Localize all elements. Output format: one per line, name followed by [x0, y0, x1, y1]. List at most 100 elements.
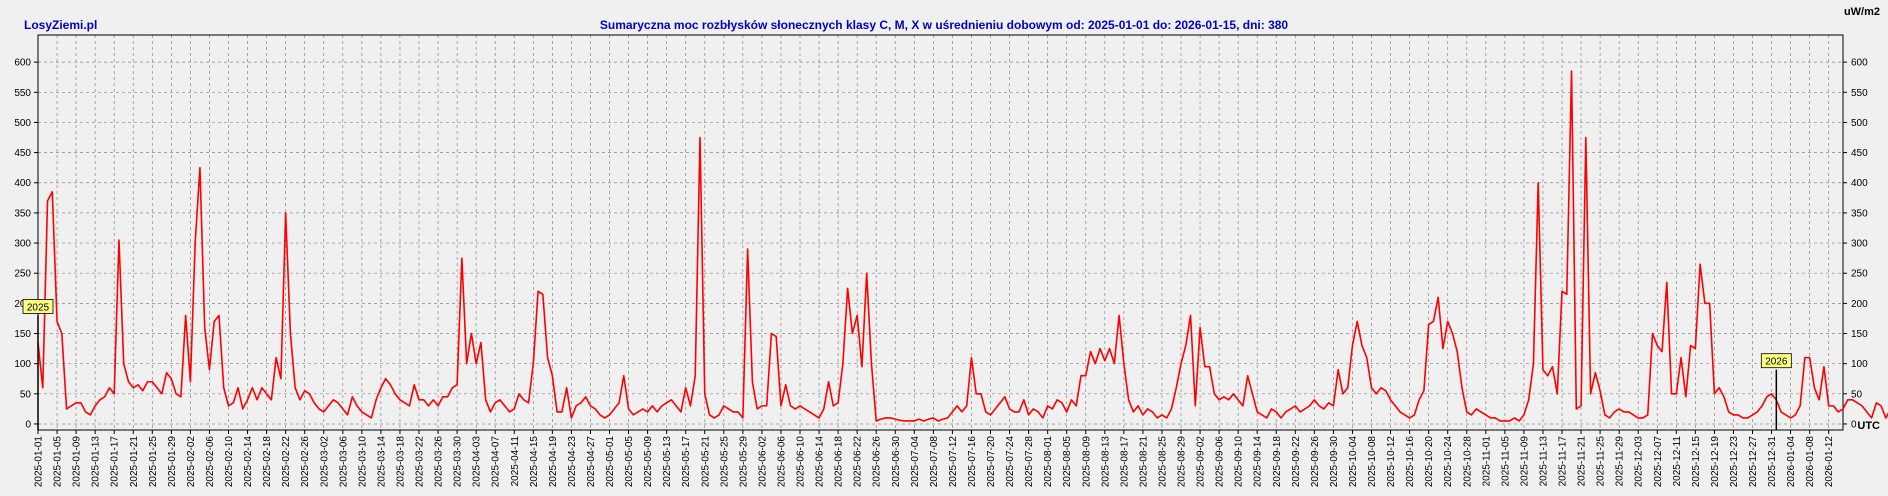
- x-tick-label: 2025-07-20: [986, 436, 997, 488]
- x-tick-label: 2025-09-14: [1253, 436, 1264, 488]
- x-tick-label: 2025-05-01: [605, 436, 616, 488]
- x-tick-label: 2025-12-11: [1672, 436, 1683, 487]
- x-tick-label: 2025-07-04: [910, 436, 921, 488]
- x-tick-label: 2025-12-15: [1691, 436, 1702, 488]
- x-tick-label: 2025-02-02: [186, 436, 197, 488]
- x-tick-label: 2025-06-22: [853, 436, 864, 488]
- x-tick-label: 2025-09-10: [1234, 436, 1245, 488]
- x-tick-label: 2025-03-18: [395, 436, 406, 488]
- utc-label: UTC: [1857, 420, 1880, 432]
- y-tick-label: 300: [14, 239, 31, 250]
- x-tick-label: 2025-11-01: [1481, 436, 1492, 487]
- y-tick-label: 450: [14, 148, 31, 159]
- x-tick-label: 2025-04-23: [567, 436, 578, 488]
- x-axis: 2025-01-01 2025-01-05 2025-01-09 2025-01-13…: [34, 430, 1835, 488]
- y-tick-label: 150: [14, 329, 31, 340]
- y-tick-label: 500: [1851, 118, 1868, 129]
- x-tick-label: 2025-02-18: [262, 436, 273, 488]
- x-tick-label: 2025-12-07: [1653, 436, 1664, 488]
- x-tick-label: 2025-01-13: [91, 436, 102, 488]
- y-tick-label: 350: [1851, 208, 1868, 219]
- x-tick-label: 2025-09-22: [1291, 436, 1302, 488]
- x-tick-label: 2025-08-25: [1157, 436, 1168, 488]
- unit-label: uW/m2: [1843, 6, 1880, 18]
- x-tick-label: 2025-05-29: [738, 436, 749, 488]
- y-axis-right: 0 50 100 150 200 250 300 350 400 450 500 550 600: [1843, 58, 1868, 430]
- y-tick-label: 0: [1851, 419, 1857, 430]
- x-tick-label: 2025-08-05: [1062, 436, 1073, 488]
- x-tick-label: 2025-10-16: [1405, 436, 1416, 488]
- year-markers: 2025 2026: [22, 299, 1792, 430]
- x-tick-label: 2025-06-30: [891, 436, 902, 488]
- x-tick-label: 2025-09-02: [1196, 436, 1207, 488]
- x-tick-label: 2025-05-09: [643, 436, 654, 488]
- x-tick-label: 2025-06-02: [757, 436, 768, 488]
- x-tick-label: 2025-12-31: [1767, 436, 1778, 488]
- x-tick-label: 2025-05-13: [662, 436, 673, 488]
- x-tick-label: 2025-08-09: [1081, 436, 1092, 488]
- x-tick-label: 2025-01-01: [34, 436, 45, 488]
- year-marker-box: [22, 299, 54, 314]
- x-tick-label: 2025-10-12: [1386, 436, 1397, 488]
- x-tick-label: 2025-07-28: [1024, 436, 1035, 488]
- x-tick-label: 2025-02-26: [300, 436, 311, 488]
- x-tick-label: 2025-01-05: [53, 436, 64, 488]
- y-tick-label: 100: [14, 359, 31, 370]
- x-tick-label: 2025-02-22: [281, 436, 292, 488]
- x-tick-label: 2025-02-06: [205, 436, 216, 488]
- x-tick-label: 2025-05-17: [681, 436, 692, 488]
- x-tick-label: 2025-09-06: [1215, 436, 1226, 488]
- x-tick-label: 2025-04-19: [548, 436, 559, 488]
- x-tick-label: 2025-02-14: [243, 436, 254, 488]
- x-tick-label: 2025-06-26: [872, 436, 883, 488]
- y-tick-label: 500: [14, 118, 31, 129]
- y-tick-label: 300: [1851, 239, 1868, 250]
- x-tick-label: 2025-03-02: [319, 436, 330, 488]
- x-tick-label: 2025-03-06: [338, 436, 349, 488]
- x-tick-label: 2025-04-11: [510, 436, 521, 487]
- x-tick-label: 2025-09-30: [1329, 436, 1340, 488]
- x-tick-label: 2025-03-30: [453, 436, 464, 488]
- y-tick-label: 550: [1851, 88, 1868, 99]
- x-tick-label: 2026-01-12: [1824, 436, 1835, 488]
- x-tick-label: 2025-11-13: [1538, 436, 1549, 487]
- y-tick-label: 50: [1851, 389, 1863, 400]
- chart-title: Sumaryczna moc rozbłysków słonecznych kl…: [599, 18, 1289, 32]
- y-tick-label: 0: [25, 419, 31, 430]
- x-tick-label: 2025-10-08: [1367, 436, 1378, 488]
- grid: [37, 35, 1843, 430]
- x-tick-label: 2025-12-19: [1710, 436, 1721, 488]
- y-tick-label: 400: [1851, 178, 1868, 189]
- x-tick-label: 2025-04-03: [472, 436, 483, 488]
- x-tick-label: 2025-08-29: [1177, 436, 1188, 488]
- x-tick-label: 2025-07-16: [967, 436, 978, 488]
- x-tick-label: 2025-09-26: [1310, 436, 1321, 488]
- y-tick-label: 250: [1851, 269, 1868, 280]
- y-tick-label: 50: [20, 389, 32, 400]
- x-tick-label: 2026-01-08: [1805, 436, 1816, 488]
- series-group: [37, 70, 1888, 422]
- x-tick-label: 2025-06-18: [834, 436, 845, 488]
- x-tick-label: 2025-09-18: [1272, 436, 1283, 488]
- x-tick-label: 2025-04-07: [491, 436, 502, 488]
- x-tick-label: 2025-06-10: [796, 436, 807, 488]
- site-name: LosyZiemi.pl: [24, 18, 98, 32]
- y-tick-label: 550: [14, 88, 31, 99]
- plot-frame: [37, 34, 1844, 431]
- x-tick-label: 2025-11-17: [1558, 436, 1569, 487]
- x-tick-label: 2025-11-05: [1500, 436, 1511, 487]
- x-tick-label: 2025-08-21: [1138, 436, 1149, 488]
- x-tick-label: 2025-12-23: [1729, 436, 1740, 488]
- x-tick-label: 2025-12-03: [1634, 436, 1645, 488]
- x-tick-label: 2025-07-24: [1005, 436, 1016, 488]
- x-tick-label: 2025-03-10: [357, 436, 368, 488]
- x-tick-label: 2025-04-15: [529, 436, 540, 488]
- x-tick-label: 2025-11-25: [1596, 436, 1607, 487]
- x-tick-label: 2026-01-04: [1786, 436, 1797, 488]
- y-tick-label: 100: [1851, 359, 1868, 370]
- x-tick-label: 2025-05-21: [700, 436, 711, 488]
- x-tick-label: 2025-01-25: [148, 436, 159, 488]
- y-tick-label: 600: [14, 58, 31, 69]
